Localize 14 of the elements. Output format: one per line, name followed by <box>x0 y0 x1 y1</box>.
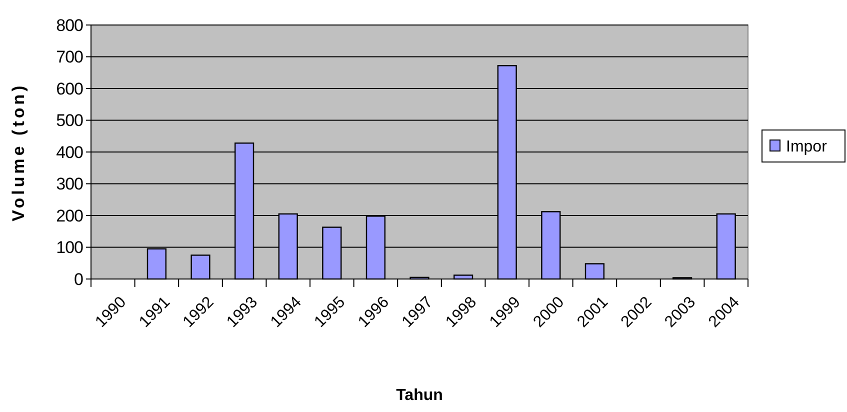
legend-label: Impor <box>786 138 828 156</box>
y-tick-label: 600 <box>56 79 84 98</box>
y-axis-title: Volume (ton) <box>9 82 28 222</box>
bar <box>190 254 210 280</box>
y-tick-label: 700 <box>56 48 84 67</box>
x-axis-title: Tahun <box>396 387 443 404</box>
y-tick-label: 800 <box>56 16 84 35</box>
y-tick-label: 500 <box>56 111 84 130</box>
bar <box>584 263 604 280</box>
y-tick-label: 200 <box>56 206 84 226</box>
y-tick-label: 300 <box>56 174 84 194</box>
y-tick-label: 100 <box>56 238 84 258</box>
y-tick-label: 0 <box>74 270 84 289</box>
y-tick-label: 400 <box>56 142 84 162</box>
